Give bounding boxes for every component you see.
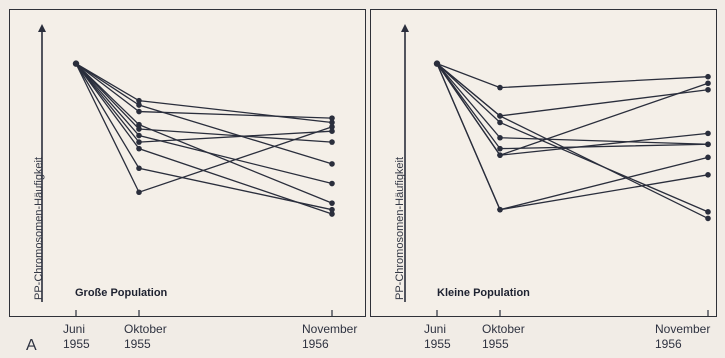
data-point-oktober	[136, 126, 142, 132]
data-point-november	[329, 139, 335, 145]
data-point-oktober	[497, 84, 503, 91]
series-line	[75, 63, 333, 185]
data-point-oktober	[136, 139, 142, 145]
series-line	[436, 63, 709, 211]
data-point-november	[329, 124, 335, 130]
series-line	[436, 63, 709, 150]
data-point-oktober	[497, 152, 503, 158]
y-axis-arrow-icon	[38, 24, 46, 32]
series-line	[436, 63, 709, 89]
data-point-november	[329, 128, 335, 134]
x-tick-label-line: 1955	[63, 337, 90, 351]
data-point-oktober	[497, 113, 503, 119]
x-tick-label-line: Juni	[424, 322, 447, 336]
y-axis-label-left: PP-Chromosomen-Häufigkeit	[33, 156, 45, 300]
x-tick-label: Oktober 1955	[482, 322, 525, 352]
data-point-november	[705, 154, 711, 161]
data-point-november	[705, 215, 711, 222]
data-point-juni	[72, 60, 80, 67]
data-point-november	[329, 206, 335, 213]
data-point-november	[329, 200, 335, 206]
series-line	[436, 63, 709, 145]
data-point-november	[329, 119, 335, 126]
x-tick-label: November 1956	[302, 322, 357, 352]
panel-letter: A	[26, 337, 37, 354]
data-point-oktober	[136, 102, 142, 108]
panel-title-large-population: Große Population	[75, 287, 168, 299]
y-axis-label-right: PP-Chromosomen-Häufigkeit	[394, 156, 406, 300]
series-line	[75, 63, 333, 119]
data-point-oktober	[136, 97, 142, 104]
series-line	[436, 63, 709, 117]
x-tick-label: November 1956	[655, 322, 710, 352]
data-point-oktober	[497, 134, 503, 141]
x-tick-label-line: 1955	[424, 337, 451, 351]
x-tick-label: Juni 1955	[63, 322, 90, 352]
x-tick-label-line: Oktober	[482, 322, 525, 336]
x-tick-label: Juni 1955	[424, 322, 451, 352]
series-line	[436, 63, 709, 219]
panel-title-small-population: Kleine Population	[437, 287, 530, 299]
x-tick-label-line: 1956	[302, 337, 329, 351]
data-point-november	[329, 115, 335, 121]
x-tick-label-line: Juni	[63, 322, 86, 336]
data-point-november	[705, 209, 711, 215]
data-point-oktober	[136, 121, 142, 128]
data-point-oktober	[136, 108, 142, 115]
data-point-juni	[433, 60, 441, 67]
data-point-oktober	[136, 165, 142, 172]
x-tick-label-line: November	[655, 322, 711, 336]
data-point-november	[705, 73, 711, 80]
data-point-november	[329, 180, 335, 187]
data-point-oktober	[497, 206, 503, 213]
data-point-november	[705, 172, 711, 178]
data-point-november	[705, 86, 711, 93]
series-line	[436, 63, 709, 156]
y-axis-arrow-icon	[401, 24, 409, 32]
x-tick-label-line: 1955	[124, 337, 151, 351]
data-point-oktober	[497, 119, 503, 126]
x-tick-label-line: 1955	[482, 337, 509, 351]
data-point-november	[705, 80, 711, 87]
data-point-november	[705, 141, 711, 148]
x-tick-label-line: 1956	[655, 337, 682, 351]
x-tick-label-line: Oktober	[124, 322, 167, 336]
data-point-oktober	[136, 132, 142, 139]
data-point-oktober	[497, 145, 503, 152]
data-point-november	[329, 161, 335, 167]
data-point-november	[705, 130, 711, 137]
series-line	[75, 63, 333, 143]
series-line	[436, 63, 709, 156]
data-point-oktober	[136, 145, 142, 152]
panel-frame-small-population	[370, 9, 717, 317]
x-tick-label: Oktober 1955	[124, 322, 167, 352]
x-tick-label-line: November	[302, 322, 358, 336]
series-line	[436, 63, 709, 211]
panel-frame-large-population	[9, 9, 366, 317]
data-point-oktober	[136, 189, 142, 196]
data-point-november	[329, 211, 335, 217]
